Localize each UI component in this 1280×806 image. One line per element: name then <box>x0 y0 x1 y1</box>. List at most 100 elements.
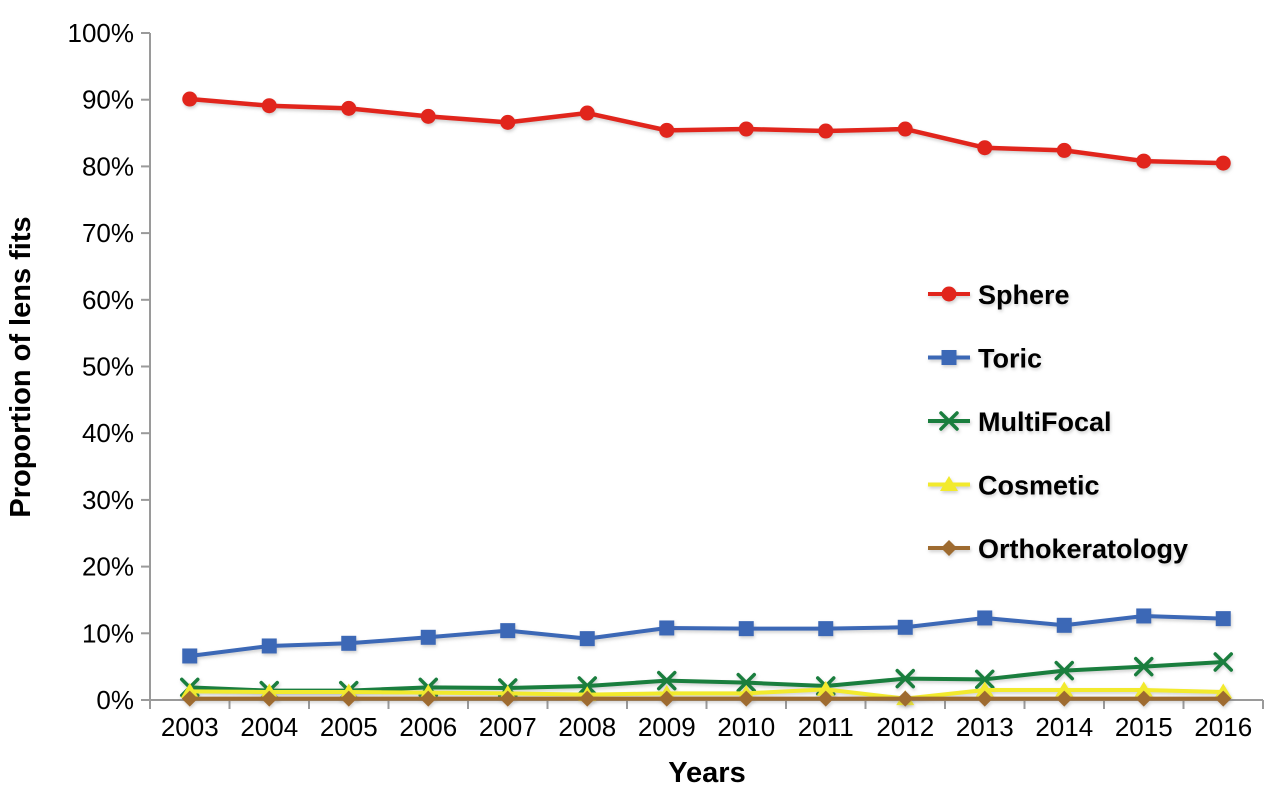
circle-marker-icon <box>659 122 675 138</box>
square-marker-icon <box>420 629 436 645</box>
circle-marker-icon <box>261 98 277 114</box>
square-marker-icon <box>500 623 516 639</box>
x-tick-label: 2015 <box>1115 712 1173 742</box>
diamond-marker-icon <box>261 690 278 707</box>
square-marker-icon <box>738 621 754 637</box>
x-tick-label: 2011 <box>798 712 854 742</box>
series-orthokeratology <box>181 690 1232 707</box>
legend-label: MultiFocal <box>978 407 1112 437</box>
diamond-marker-icon <box>1215 690 1232 707</box>
square-marker-icon <box>261 638 277 654</box>
diamond-marker-icon <box>897 690 914 707</box>
x-marker-icon <box>1134 656 1154 677</box>
x-marker-icon <box>939 411 959 431</box>
y-tick-label: 70% <box>82 218 134 248</box>
triangle-marker-icon <box>975 681 994 697</box>
square-marker-icon <box>1056 617 1072 633</box>
legend-item-orthokeratology: Orthokeratology <box>928 534 1188 564</box>
circle-marker-icon <box>941 286 957 302</box>
legend-label: Orthokeratology <box>978 534 1188 564</box>
y-tick-label: 60% <box>82 285 134 315</box>
series-line <box>189 96 1224 166</box>
square-marker-icon <box>941 350 957 365</box>
circle-marker-icon <box>1215 155 1231 171</box>
x-marker-icon <box>736 672 756 693</box>
legend-item-cosmetic: Cosmetic <box>928 471 1100 501</box>
series-line <box>189 659 1224 693</box>
circle-marker-icon <box>1056 142 1072 158</box>
x-marker-icon <box>657 670 677 691</box>
x-axis-title: Years <box>668 757 745 789</box>
square-marker-icon <box>579 631 595 647</box>
square-marker-icon <box>818 621 834 637</box>
y-tick-label: 30% <box>82 485 134 515</box>
square-marker-icon <box>182 648 198 664</box>
square-marker-icon <box>341 635 357 651</box>
diamond-marker-icon <box>1135 690 1152 707</box>
square-marker-icon <box>1215 611 1231 627</box>
y-tick-label: 100% <box>68 18 135 48</box>
series-line <box>189 687 1224 701</box>
x-marker-icon <box>577 676 597 696</box>
y-tick-label: 40% <box>82 418 134 448</box>
legend-item-multifocal: MultiFocal <box>928 407 1112 437</box>
legend-label: Toric <box>978 344 1042 374</box>
series-line <box>189 613 1224 658</box>
x-marker-icon <box>1213 652 1233 672</box>
diamond-marker-icon <box>976 690 993 707</box>
circle-marker-icon <box>500 114 516 130</box>
square-marker-icon <box>977 610 993 626</box>
y-tick-label: 20% <box>82 552 134 582</box>
x-tick-label: 2005 <box>320 712 378 742</box>
series-sphere <box>182 91 1231 171</box>
x-tick-label: 2009 <box>638 712 696 742</box>
series-layer <box>180 91 1233 707</box>
diamond-marker-icon <box>499 690 516 707</box>
series-toric <box>182 608 1231 664</box>
diamond-marker-icon <box>181 690 198 707</box>
x-tick-label: 2014 <box>1035 712 1093 742</box>
triangle-marker-icon <box>180 682 199 698</box>
diamond-marker-icon <box>738 690 755 707</box>
circle-marker-icon <box>341 100 357 116</box>
square-marker-icon <box>897 619 913 635</box>
square-marker-icon <box>1136 608 1152 624</box>
diamond-marker-icon <box>420 690 437 707</box>
triangle-marker-icon <box>1134 681 1153 697</box>
square-marker-icon <box>659 620 675 636</box>
legend: Sphere Toric MultiFocal Cosmetic Orthokerato… <box>928 280 1188 564</box>
x-tick-label: 2004 <box>240 712 298 742</box>
x-tick-label: 2013 <box>956 712 1014 742</box>
diamond-marker-icon <box>1056 690 1073 707</box>
x-tick-label: 2007 <box>479 712 537 742</box>
x-tick-label: 2003 <box>161 712 219 742</box>
circle-marker-icon <box>579 105 595 121</box>
circle-marker-icon <box>977 140 993 156</box>
y-tick-label: 10% <box>82 618 134 648</box>
diamond-marker-icon <box>658 690 675 707</box>
triangle-marker-icon <box>816 680 835 696</box>
circle-marker-icon <box>1136 153 1152 169</box>
diamond-marker-icon <box>579 690 596 707</box>
axes-layer: 0% 10% 20% 30% 40% 50% 60% 70% 80% 90% 100% 2003 200… <box>68 18 1264 742</box>
circle-marker-icon <box>182 91 198 107</box>
circle-marker-icon <box>738 121 754 137</box>
x-tick-label: 2010 <box>717 712 775 742</box>
y-tick-label: 50% <box>82 352 134 382</box>
x-tick-label: 2012 <box>876 712 934 742</box>
y-tick-label: 0% <box>96 685 134 715</box>
y-tick-label: 80% <box>82 151 134 181</box>
y-tick-label: 90% <box>82 85 134 115</box>
legend-label: Cosmetic <box>978 471 1100 501</box>
triangle-marker-icon <box>940 476 958 491</box>
circle-marker-icon <box>897 121 913 137</box>
legend-label: Sphere <box>978 280 1070 310</box>
x-marker-icon <box>895 668 915 689</box>
x-tick-label: 2006 <box>399 712 457 742</box>
x-tick-label: 2008 <box>558 712 616 742</box>
y-axis-title: Proportion of lens fits <box>5 216 37 517</box>
legend-item-toric: Toric <box>928 344 1042 374</box>
legend-item-sphere: Sphere <box>928 280 1070 310</box>
